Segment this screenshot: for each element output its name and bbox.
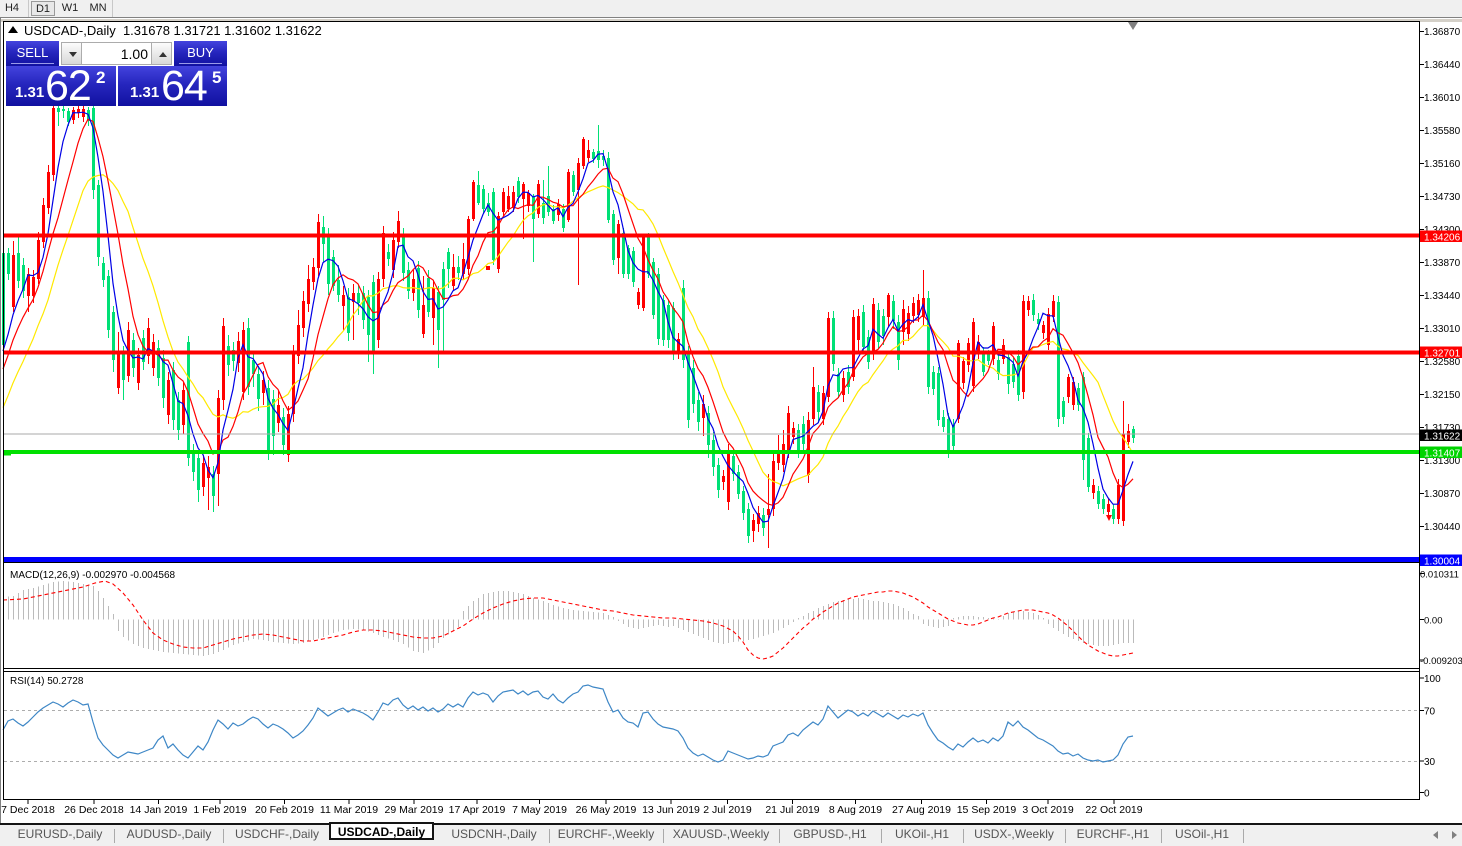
svg-text:0.00: 0.00 xyxy=(1424,616,1443,627)
svg-text:1.36010: 1.36010 xyxy=(1424,93,1461,104)
svg-text:2 Jul 2019: 2 Jul 2019 xyxy=(703,804,752,816)
svg-text:1.36440: 1.36440 xyxy=(1424,60,1461,71)
svg-text:22 Oct 2019: 22 Oct 2019 xyxy=(1085,804,1142,816)
svg-text:1.31407: 1.31407 xyxy=(1424,449,1461,460)
svg-text:70: 70 xyxy=(1424,707,1436,718)
svg-text:MACD(12,26,9) -0.002970 -0.004: MACD(12,26,9) -0.002970 -0.004568 xyxy=(10,570,176,581)
svg-text:1.32580: 1.32580 xyxy=(1424,357,1461,368)
svg-text:1.36870: 1.36870 xyxy=(1424,27,1461,38)
svg-text:0: 0 xyxy=(1424,789,1430,800)
svg-text:1.34206: 1.34206 xyxy=(1424,233,1461,244)
svg-text:1.31730: 1.31730 xyxy=(1424,423,1461,434)
svg-text:7 Dec 2018: 7 Dec 2018 xyxy=(1,804,55,816)
svg-text:1.32150: 1.32150 xyxy=(1424,390,1461,401)
svg-text:0.010311: 0.010311 xyxy=(1420,570,1459,581)
svg-text:26 Dec 2018: 26 Dec 2018 xyxy=(64,804,124,816)
svg-text:1.31300: 1.31300 xyxy=(1424,456,1461,467)
svg-text:27 Aug 2019: 27 Aug 2019 xyxy=(892,804,951,816)
svg-text:15 Sep 2019: 15 Sep 2019 xyxy=(957,804,1017,816)
svg-text:1.31622: 1.31622 xyxy=(1424,432,1461,443)
svg-text:1.30004: 1.30004 xyxy=(1424,557,1461,568)
svg-text:20 Feb 2019: 20 Feb 2019 xyxy=(255,804,314,816)
svg-text:100: 100 xyxy=(1424,674,1441,685)
svg-text:14 Jan 2019: 14 Jan 2019 xyxy=(130,804,188,816)
svg-text:26 May 2019: 26 May 2019 xyxy=(576,804,637,816)
svg-text:1.35580: 1.35580 xyxy=(1424,126,1461,137)
svg-text:3 Oct 2019: 3 Oct 2019 xyxy=(1022,804,1074,816)
svg-text:1.35160: 1.35160 xyxy=(1424,159,1461,170)
svg-text:1.33010: 1.33010 xyxy=(1424,324,1461,335)
svg-text:1.30870: 1.30870 xyxy=(1424,489,1461,500)
svg-text:29 Mar 2019: 29 Mar 2019 xyxy=(385,804,444,816)
svg-text:1.34730: 1.34730 xyxy=(1424,192,1461,203)
svg-text:RSI(14) 50.2728: RSI(14) 50.2728 xyxy=(10,676,84,687)
svg-text:1.32701: 1.32701 xyxy=(1424,349,1461,360)
svg-text:1.30440: 1.30440 xyxy=(1424,522,1461,533)
svg-text:17 Apr 2019: 17 Apr 2019 xyxy=(449,804,506,816)
svg-text:30: 30 xyxy=(1424,757,1436,768)
svg-text:8 Aug 2019: 8 Aug 2019 xyxy=(829,804,882,816)
svg-text:13 Jun 2019: 13 Jun 2019 xyxy=(642,804,700,816)
svg-text:-0.009203: -0.009203 xyxy=(1420,656,1462,667)
svg-text:1.33870: 1.33870 xyxy=(1424,258,1461,269)
svg-text:1.33440: 1.33440 xyxy=(1424,291,1461,302)
svg-text:21 Jul 2019: 21 Jul 2019 xyxy=(765,804,819,816)
svg-text:USDCAD-,Daily 1.31678 1.31721: USDCAD-,Daily 1.31678 1.31721 1.31602 1.… xyxy=(24,23,322,38)
svg-text:11 Mar 2019: 11 Mar 2019 xyxy=(320,804,378,816)
svg-text:7 May 2019: 7 May 2019 xyxy=(512,804,567,816)
svg-text:1 Feb 2019: 1 Feb 2019 xyxy=(193,804,246,816)
